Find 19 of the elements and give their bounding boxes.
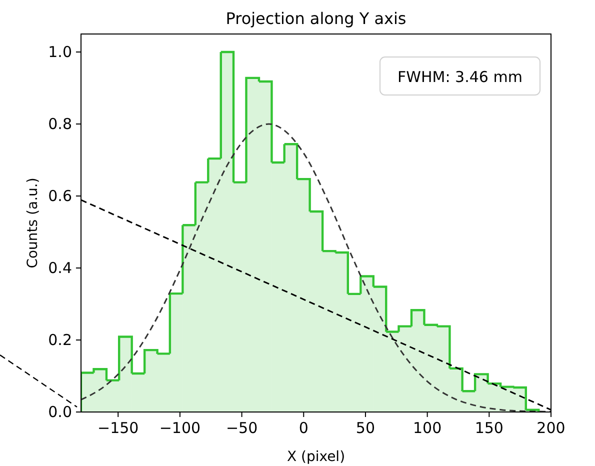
y-tick-label: 0.2 xyxy=(48,331,72,349)
line-series xyxy=(81,123,551,412)
x-tick-label: 150 xyxy=(474,419,504,437)
x-tick-label: −150 xyxy=(98,419,139,437)
x-tick-label: 50 xyxy=(356,419,376,437)
x-tick-label: 100 xyxy=(412,419,442,437)
x-tick-label: 200 xyxy=(536,419,566,437)
y-tick-label: 1.0 xyxy=(48,43,72,61)
x-axis-title: X (pixel) xyxy=(286,449,346,465)
x-tick-label: −50 xyxy=(226,419,258,437)
y-tick-label: 0.8 xyxy=(48,115,72,133)
y-tick-label: 0.4 xyxy=(48,259,72,277)
x-tick-label: 0 xyxy=(298,419,308,437)
y-tick-label: 0.6 xyxy=(48,187,72,205)
annotation: FWHM: 3.46 mm xyxy=(398,68,522,86)
y-axis-title: Counts (a.u.) xyxy=(25,178,41,268)
y-tick-label: 0.0 xyxy=(48,403,72,421)
chart-title: Projection along Y axis xyxy=(226,9,406,28)
x-tick-label: −100 xyxy=(159,419,201,437)
